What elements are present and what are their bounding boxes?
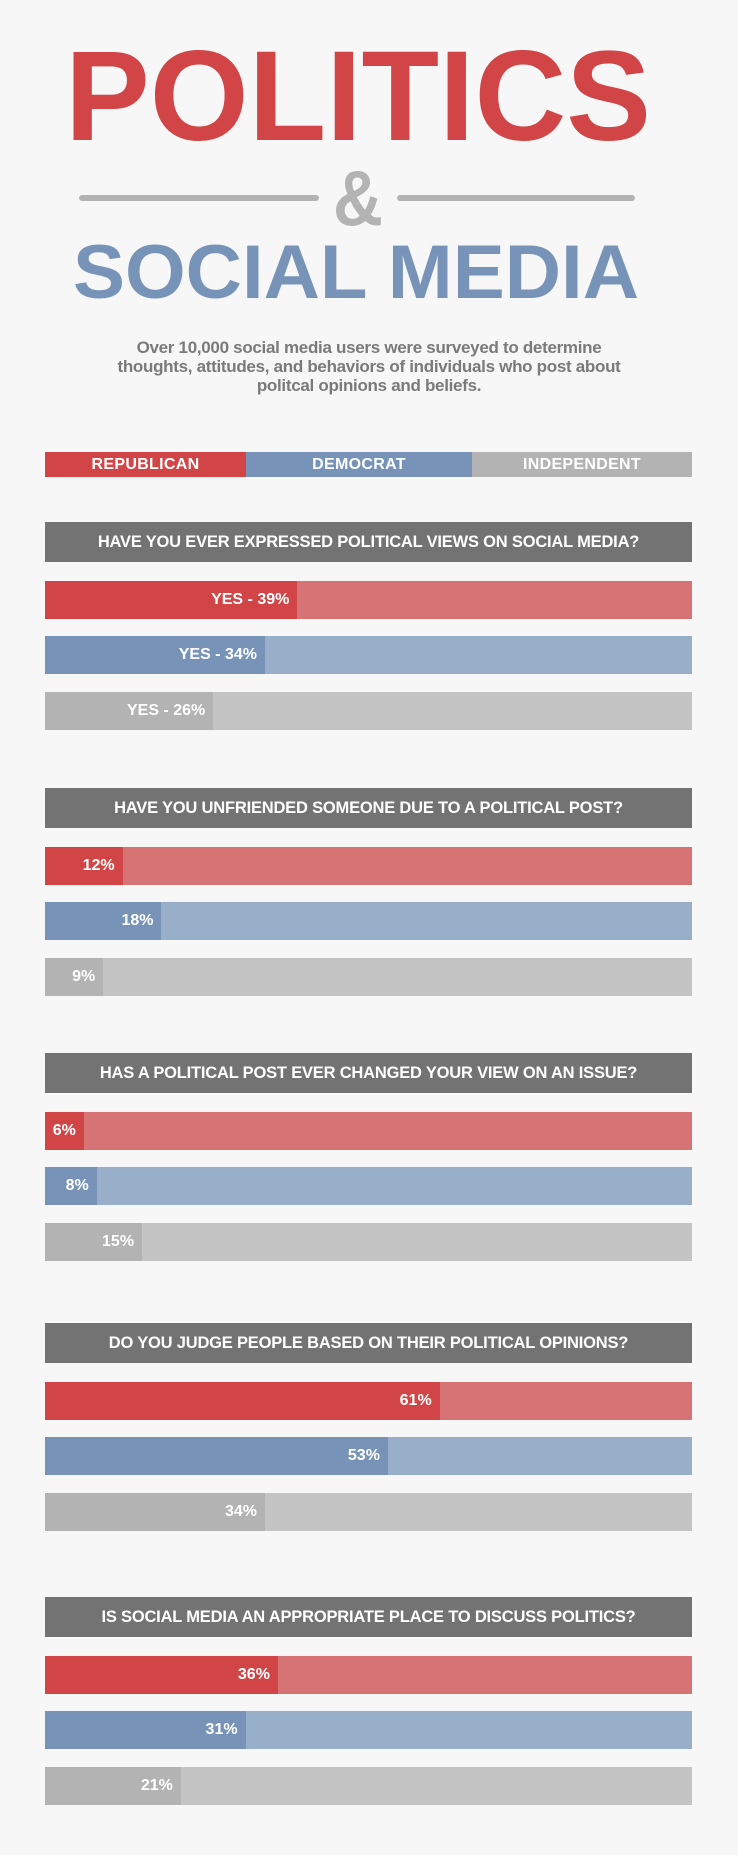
bar-value-label: 18% [121,912,154,929]
bar-value-label: 15% [102,1233,135,1250]
question-header: IS SOCIAL MEDIA AN APPROPRIATE PLACE TO … [45,1597,692,1637]
title-graphic: POLITICS & SOCIAL MEDIA [65,25,651,315]
bar-track-democrat: 8% [45,1167,692,1205]
bar-value-label: 34% [224,1503,257,1520]
bar-value-label: 8% [65,1177,89,1194]
bar-fill-democrat [45,902,162,940]
legend-republican: REPUBLICAN [45,452,246,477]
bar-track-republican: 12% [45,847,692,885]
bar-fill-independent [45,1767,181,1805]
bar-track-independent: 15% [45,1223,692,1261]
legend-democrat: DEMOCRAT [246,452,472,477]
legend-independent: INDEPENDENT [472,452,692,477]
bar-fill-independent [45,692,214,730]
bar-fill-democrat [45,1437,388,1475]
bar-fill-republican [45,581,298,619]
bar-track-republican: YES - 39% [45,581,692,619]
bar-fill-independent [45,1223,143,1261]
question-header: HAVE YOU EVER EXPRESSED POLITICAL VIEWS … [45,522,692,562]
bar-value-label: 53% [347,1447,380,1464]
bar-track-democrat: 31% [45,1711,692,1749]
bar-track-republican: 6% [45,1112,692,1150]
bar-fill-republican [45,847,123,885]
bar-value-label: 21% [140,1777,173,1794]
bar-value-label: YES - 26% [126,702,206,719]
bar-fill-democrat [45,636,265,674]
bar-track-independent: 9% [45,958,692,996]
bar-value-label: 12% [82,857,115,874]
bar-fill-republican [45,1112,84,1150]
question-header: DO YOU JUDGE PEOPLE BASED ON THEIR POLIT… [45,1323,692,1363]
bar-value-label: 61% [399,1392,432,1409]
bar-fill-democrat [45,1167,97,1205]
question-header: HAVE YOU UNFRIENDED SOMEONE DUE TO A POL… [45,788,692,828]
bar-value-label: YES - 34% [178,646,257,663]
bar-track-independent: 34% [45,1493,692,1531]
title-ampersand: & [333,154,383,242]
bar-fill-independent [45,958,104,996]
bar-value-label: 36% [237,1666,270,1683]
title-politics: POLITICS [65,25,651,168]
bar-value-label: 31% [205,1721,238,1738]
intro-text: Over 10,000 social media users were surv… [117,338,621,395]
legend: REPUBLICAN DEMOCRAT INDEPENDENT [45,452,692,477]
bar-track-independent: 21% [45,1767,692,1805]
bar-fill-republican [45,1656,278,1694]
bar-fill-independent [45,1493,265,1531]
bar-track-democrat: 53% [45,1437,692,1475]
bar-track-independent: YES - 26% [45,692,692,730]
bar-fill-republican [45,1382,440,1420]
bar-track-democrat: 18% [45,902,692,940]
bar-value-label: 9% [72,968,96,985]
bar-fill-democrat [45,1711,246,1749]
bar-value-label: YES - 39% [211,591,290,608]
bar-track-republican: 36% [45,1656,692,1694]
question-header: HAS A POLITICAL POST EVER CHANGED YOUR V… [45,1053,692,1093]
bar-track-democrat: YES - 34% [45,636,692,674]
title-social-media: SOCIAL MEDIA [73,230,639,315]
bar-value-label: 6% [52,1122,76,1139]
bar-track-republican: 61% [45,1382,692,1420]
